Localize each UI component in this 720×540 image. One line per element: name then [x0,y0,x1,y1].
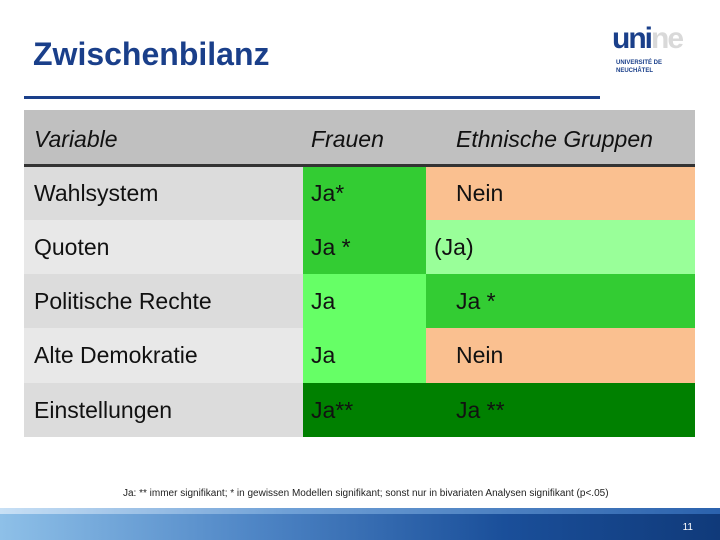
cell-frauen: Ja* [303,167,426,220]
logo-line-2: NEUCHÂTEL [616,68,653,74]
table-row: Alte Demokratie Ja Nein [24,328,695,383]
cell-ethnische: (Ja) [426,220,695,274]
table-row: Quoten Ja * (Ja) [24,220,695,274]
header-variable: Variable [34,125,118,152]
cell-variable: Politische Rechte [24,274,303,328]
logo-wordmark: unine [612,22,684,55]
logo-word-light: ne [651,22,684,55]
cell-frauen: Ja** [303,383,426,437]
table-row: Einstellungen Ja** Ja ** [24,383,695,437]
cell-frauen: Ja [303,328,426,383]
results-table: Variable Frauen Ethnische Gruppen Wahlsy… [24,110,695,437]
table-row: Wahlsystem Ja* Nein [24,167,695,220]
table-header-row: Variable Frauen Ethnische Gruppen [24,110,695,164]
cell-frauen: Ja * [303,220,426,274]
cell-variable: Einstellungen [24,383,303,437]
page-number: 11 [682,522,693,533]
logo-line-1: UNIVERSITÉ DE [616,60,663,66]
title-underline [24,96,600,99]
header-ethnische-gruppen: Ethnische Gruppen [456,125,653,152]
footnote: Ja: ** immer signifikant; * in gewissen … [123,488,609,499]
logo-word-dark: uni [612,22,653,55]
header-frauen: Frauen [311,125,384,152]
cell-variable: Wahlsystem [24,167,303,220]
table-row: Politische Rechte Ja Ja * [24,274,695,328]
unine-logo: unine UNIVERSITÉ DE NEUCHÂTEL [612,24,698,76]
slide-title: Zwischenbilanz [33,36,270,72]
header-divider [24,164,695,167]
cell-variable: Quoten [24,220,303,274]
cell-ethnische: Nein [426,328,695,383]
cell-ethnische: Ja ** [426,383,695,437]
cell-ethnische: Ja * [426,274,695,328]
footer-bar: 11 [0,508,720,540]
cell-variable: Alte Demokratie [24,328,303,383]
cell-frauen: Ja [303,274,426,328]
cell-ethnische: Nein [426,167,695,220]
